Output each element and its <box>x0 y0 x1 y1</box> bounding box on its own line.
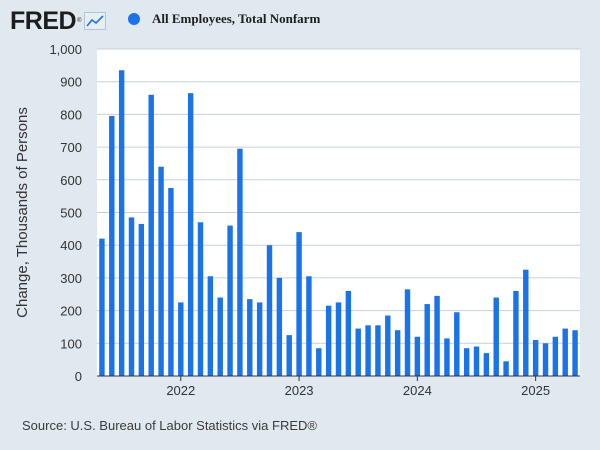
bar <box>306 276 312 376</box>
bar <box>168 187 174 376</box>
bar <box>394 330 401 376</box>
bar <box>217 297 223 376</box>
bar <box>385 315 391 376</box>
bar <box>316 348 322 376</box>
y-tick-label: 1,000 <box>49 42 82 57</box>
bar <box>325 305 332 376</box>
bar <box>148 94 154 376</box>
bar <box>256 302 263 376</box>
bar <box>424 304 430 376</box>
bar <box>128 217 135 376</box>
bar <box>552 336 559 376</box>
bar <box>375 325 381 376</box>
bar <box>463 348 470 376</box>
bar <box>365 325 371 376</box>
y-tick-label: 100 <box>60 336 82 351</box>
bar <box>572 330 578 376</box>
source-note: Source: U.S. Bureau of Labor Statistics … <box>22 418 317 433</box>
bar <box>414 336 421 376</box>
bar <box>493 297 499 376</box>
y-tick-label: 400 <box>60 238 82 253</box>
bar <box>503 361 509 376</box>
bar <box>178 302 184 376</box>
bar <box>454 312 460 376</box>
bar <box>523 269 529 376</box>
bar <box>542 343 549 376</box>
chart-legend: All Employees, Total Nonfarm <box>128 11 320 27</box>
y-tick-label: 0 <box>75 369 82 384</box>
bar <box>118 70 125 376</box>
bar <box>276 277 283 376</box>
bar <box>404 289 411 376</box>
y-tick-label: 700 <box>60 140 82 155</box>
bar <box>197 222 204 376</box>
x-tick-label: 2022 <box>166 383 195 398</box>
legend-marker <box>128 13 140 25</box>
bar <box>483 353 490 376</box>
x-tick-label: 2025 <box>521 383 550 398</box>
bar <box>296 232 302 376</box>
bar <box>345 290 352 376</box>
bar <box>473 346 480 376</box>
y-tick-label: 200 <box>60 304 82 319</box>
y-tick-label: 300 <box>60 271 82 286</box>
y-tick-label: 600 <box>60 173 82 188</box>
bar <box>138 223 145 376</box>
bar <box>562 328 568 376</box>
x-tick-label: 2024 <box>403 383 432 398</box>
bar <box>444 338 450 376</box>
bar <box>513 290 519 376</box>
logo-text: FRED <box>10 6 77 35</box>
bar <box>286 335 292 376</box>
bar <box>247 299 253 376</box>
bar <box>109 116 115 376</box>
bar <box>158 166 164 376</box>
y-tick-label: 800 <box>60 107 82 122</box>
y-tick-label: 900 <box>60 75 82 90</box>
bar <box>434 295 440 376</box>
bar <box>99 238 105 376</box>
bar <box>237 148 243 376</box>
x-tick-label: 2023 <box>285 383 314 398</box>
bar <box>335 302 342 376</box>
bar <box>355 328 361 376</box>
bar <box>187 93 194 377</box>
y-axis-label: Change, Thousands of Persons <box>14 107 31 318</box>
bar <box>532 340 539 376</box>
fred-logo[interactable]: FRED ® <box>10 6 107 36</box>
bar <box>227 225 233 376</box>
y-tick-label: 500 <box>60 206 82 221</box>
bar <box>207 276 214 376</box>
line-chart-icon <box>84 12 107 30</box>
logo-registered-mark: ® <box>77 18 82 24</box>
legend-series-label: All Employees, Total Nonfarm <box>152 11 321 26</box>
bar <box>266 245 273 376</box>
bar-chart: 0 100 200 300 400 500 600 700 800 900 1,000 2022 202… <box>14 42 580 398</box>
